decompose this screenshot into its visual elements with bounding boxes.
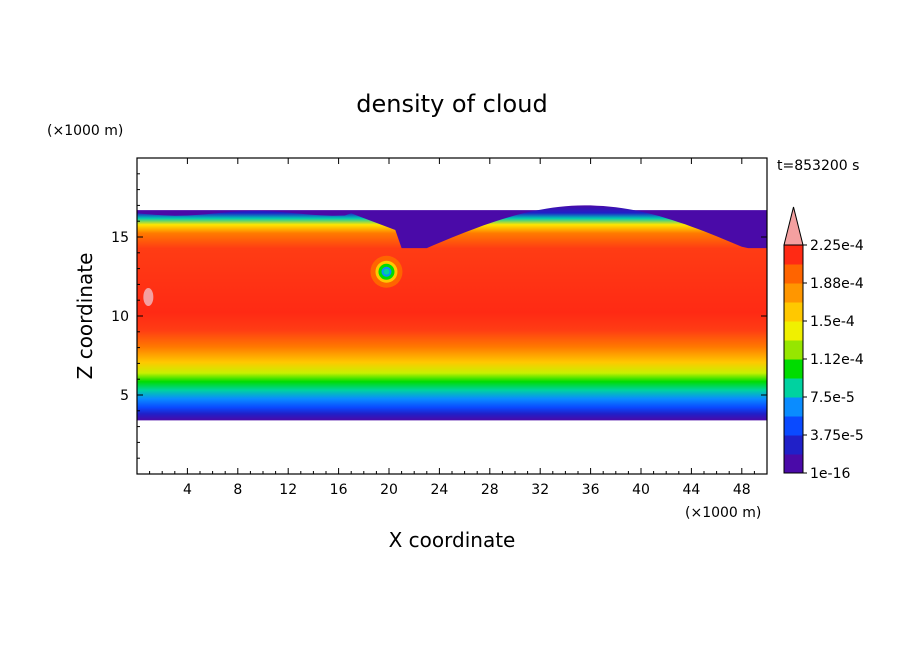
y-tick-label: 5 (120, 388, 129, 404)
y-axis-label: Z coordinate (73, 253, 97, 380)
y-unit-label: (×1000 m) (47, 123, 123, 139)
x-tick-label: 12 (279, 482, 297, 498)
y-tick-label: 10 (111, 309, 129, 325)
colorbar-tick-label: 7.5e-5 (810, 390, 855, 406)
colorbar-over-arrow (783, 206, 804, 246)
colorbar-segment (784, 435, 803, 455)
colorbar-segment (784, 378, 803, 398)
colorbar-segment (784, 359, 803, 379)
cloud-max-patch (143, 288, 154, 307)
x-axis-ticks: 4 8 12 16 20 24 28 32 36 40 44 48 (149, 158, 755, 498)
colorbar-tick-label: 2.25e-4 (810, 238, 864, 254)
x-tick-label: 28 (481, 482, 499, 498)
colorbar-segment (784, 321, 803, 341)
colorbar-tick-label: 3.75e-5 (810, 428, 864, 444)
colorbar: 1e-16 3.75e-5 7.5e-5 1.12e-4 1.5e-4 1.88e-4 2.… (783, 206, 864, 482)
cloud-field (137, 205, 767, 421)
colorbar-segment (784, 340, 803, 360)
colorbar-tick-label: 1.5e-4 (810, 314, 855, 330)
y-axis-ticks: 5 10 15 (111, 173, 767, 459)
colorbar-segment (784, 302, 803, 322)
y-tick-label: 15 (111, 230, 129, 246)
colorbar-segment (784, 264, 803, 284)
x-tick-label: 44 (682, 482, 700, 498)
x-tick-label: 36 (582, 482, 600, 498)
colorbar-segment (784, 283, 803, 303)
x-tick-label: 24 (430, 482, 448, 498)
colorbar-segment (784, 245, 803, 265)
x-tick-label: 40 (632, 482, 650, 498)
x-unit-label: (×1000 m) (685, 505, 761, 521)
chart-title: density of cloud (356, 90, 547, 118)
time-label: t=853200 s (777, 158, 859, 174)
colorbar-tick-label: 1e-16 (810, 466, 850, 482)
vortex-ring (383, 268, 390, 275)
x-axis-label: X coordinate (389, 528, 516, 552)
cloud-band (137, 205, 767, 421)
x-tick-label: 20 (380, 482, 398, 498)
x-tick-label: 32 (531, 482, 549, 498)
x-tick-label: 4 (183, 482, 192, 498)
colorbar-segment (784, 416, 803, 436)
x-tick-label: 8 (233, 482, 242, 498)
colorbar-tick-label: 1.12e-4 (810, 352, 864, 368)
x-tick-label: 48 (733, 482, 751, 498)
colorbar-segment (784, 454, 803, 474)
x-tick-label: 16 (330, 482, 348, 498)
colorbar-segment (784, 397, 803, 417)
colorbar-tick-label: 1.88e-4 (810, 276, 864, 292)
